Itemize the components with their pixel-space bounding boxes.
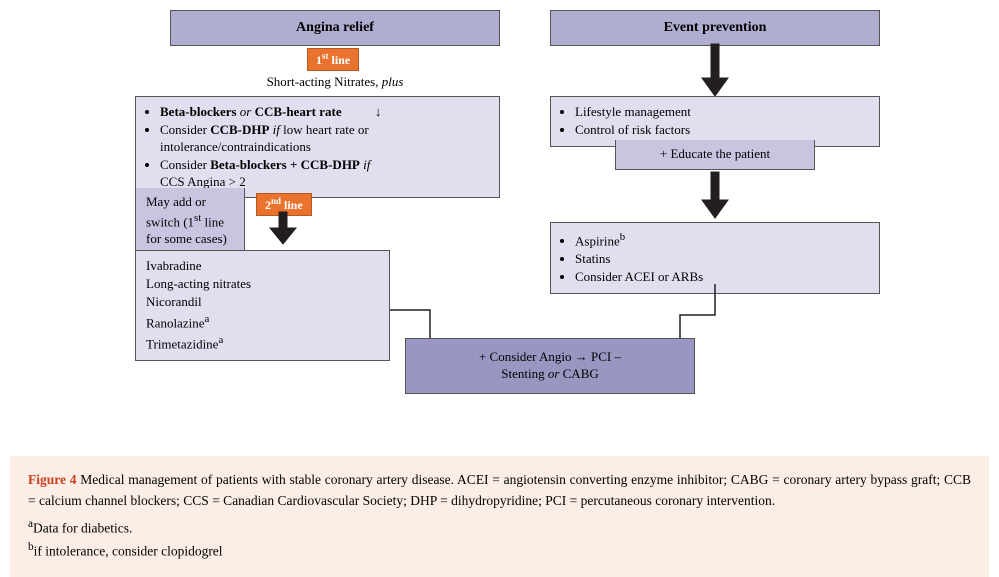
figure-caption: Figure 4 Medical management of patients … <box>10 456 989 577</box>
figure-label: Figure 4 <box>28 472 77 487</box>
diagram-canvas: Angina relief Event prevention 1st line … <box>0 0 999 450</box>
angio-box: + Consider Angio → PCI – Stenting or CAB… <box>405 338 695 394</box>
